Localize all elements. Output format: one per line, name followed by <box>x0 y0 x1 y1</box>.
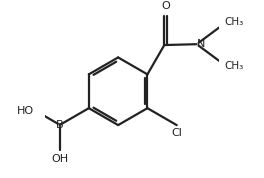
Text: HO: HO <box>17 106 34 116</box>
Text: O: O <box>161 1 170 11</box>
Text: CH₃: CH₃ <box>225 61 244 71</box>
Text: Cl: Cl <box>172 128 182 138</box>
Text: B: B <box>56 120 63 130</box>
Text: N: N <box>197 39 206 49</box>
Text: OH: OH <box>51 154 68 164</box>
Text: CH₃: CH₃ <box>225 17 244 27</box>
